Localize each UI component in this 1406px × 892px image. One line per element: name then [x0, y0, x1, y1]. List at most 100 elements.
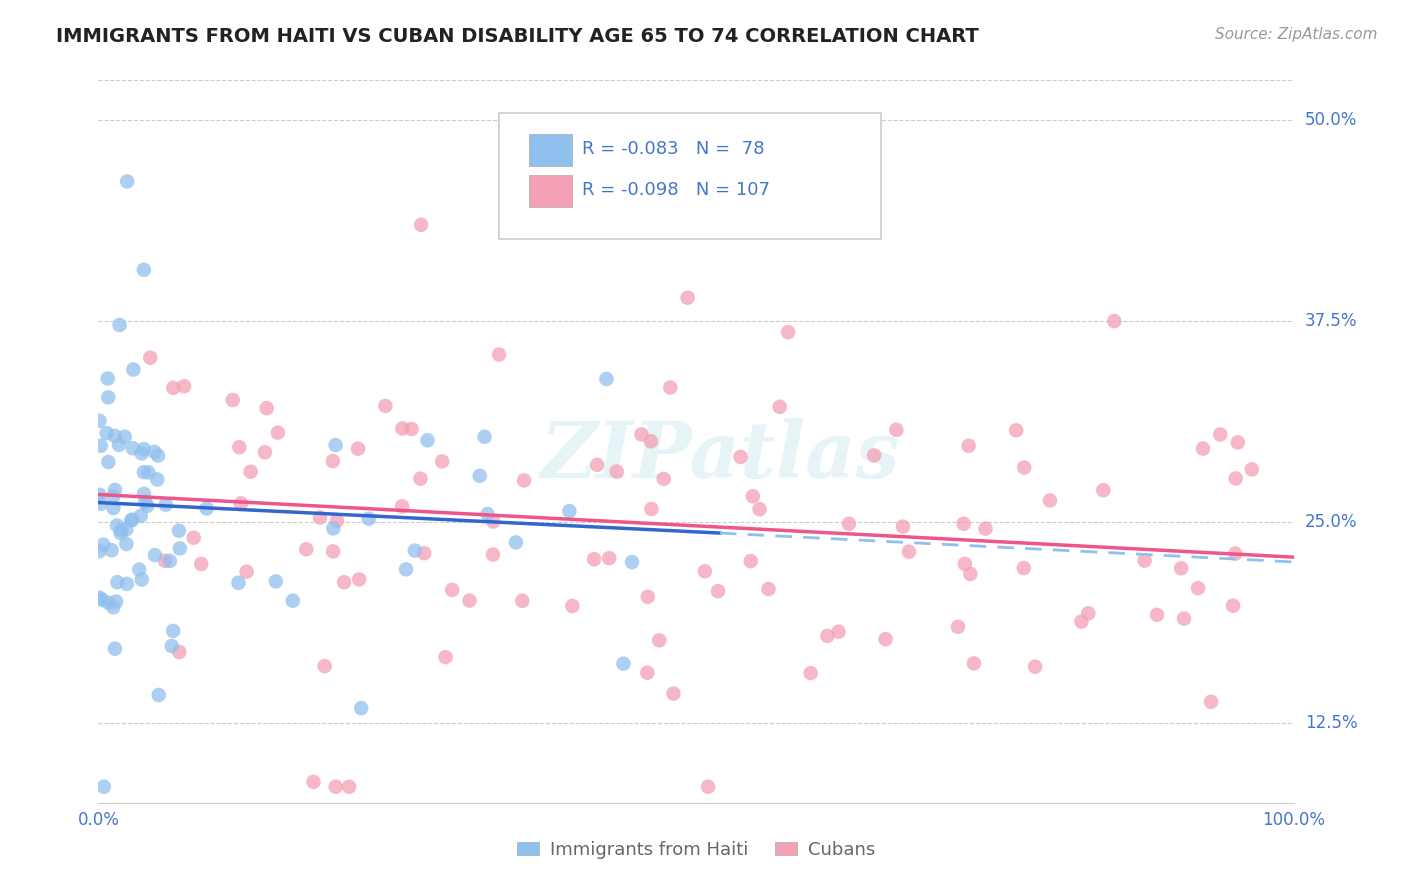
Text: R = -0.083   N =  78: R = -0.083 N = 78: [582, 140, 765, 158]
Point: [89, 488, 111, 502]
Point: [153, 554, 176, 568]
Point: [103, 600, 125, 615]
Point: [183, 531, 205, 545]
Point: [697, 780, 720, 794]
Point: [167, 645, 190, 659]
Point: [1092, 483, 1115, 498]
Point: [325, 780, 347, 794]
Point: [148, 688, 170, 702]
Point: [693, 564, 716, 578]
Point: [155, 498, 177, 512]
Point: [357, 512, 380, 526]
Point: [589, 210, 612, 224]
Point: [583, 552, 606, 566]
Point: [347, 573, 370, 587]
Point: [115, 174, 138, 188]
Point: [1199, 695, 1222, 709]
Point: [558, 504, 581, 518]
Point: [97, 455, 120, 469]
Point: [648, 633, 671, 648]
Point: [662, 687, 685, 701]
Point: [1226, 435, 1249, 450]
Point: [1173, 611, 1195, 625]
Point: [891, 519, 914, 533]
Point: [97, 371, 120, 385]
Point: [401, 422, 423, 436]
Point: [482, 515, 505, 529]
Point: [897, 544, 920, 558]
Point: [434, 650, 457, 665]
Point: [105, 518, 128, 533]
Point: [482, 548, 505, 562]
Point: [333, 575, 356, 590]
Point: [128, 562, 150, 576]
Point: [595, 372, 617, 386]
Point: [659, 380, 682, 394]
Point: [229, 496, 252, 510]
Point: [598, 551, 620, 566]
Point: [730, 450, 752, 464]
Point: [1240, 462, 1263, 476]
Point: [104, 429, 127, 443]
Point: [134, 495, 156, 509]
Point: [411, 218, 433, 232]
Point: [640, 434, 662, 449]
Point: [100, 543, 122, 558]
Point: [104, 641, 127, 656]
Point: [1170, 561, 1192, 575]
Point: [309, 510, 332, 524]
Point: [458, 593, 481, 607]
Point: [103, 489, 125, 503]
Point: [1209, 427, 1232, 442]
Point: [1222, 599, 1244, 613]
Point: [391, 500, 413, 514]
Point: [90, 497, 112, 511]
Point: [477, 507, 499, 521]
Point: [121, 441, 143, 455]
Point: [1133, 553, 1156, 567]
Text: IMMIGRANTS FROM HAITI VS CUBAN DISABILITY AGE 65 TO 74 CORRELATION CHART: IMMIGRANTS FROM HAITI VS CUBAN DISABILIT…: [56, 27, 979, 45]
Point: [1039, 493, 1062, 508]
Point: [129, 508, 152, 523]
Point: [97, 596, 120, 610]
Point: [228, 575, 250, 590]
Point: [959, 566, 981, 581]
Point: [875, 632, 897, 647]
Point: [131, 446, 153, 460]
Text: 25.0%: 25.0%: [1305, 513, 1357, 531]
Point: [636, 665, 658, 680]
Point: [103, 500, 125, 515]
Point: [136, 499, 159, 513]
Point: [93, 780, 115, 794]
Point: [1225, 547, 1247, 561]
Point: [132, 442, 155, 456]
Point: [957, 439, 980, 453]
Point: [121, 513, 143, 527]
Point: [169, 541, 191, 556]
Point: [190, 557, 212, 571]
Point: [409, 472, 432, 486]
Point: [707, 584, 730, 599]
Point: [561, 599, 583, 613]
Point: [827, 624, 849, 639]
Point: [391, 421, 413, 435]
Point: [302, 775, 325, 789]
Legend: Immigrants from Haiti, Cubans: Immigrants from Haiti, Cubans: [510, 834, 882, 866]
Point: [108, 438, 131, 452]
Point: [1070, 615, 1092, 629]
Point: [1225, 471, 1247, 485]
Point: [325, 438, 347, 452]
Point: [108, 318, 131, 332]
Point: [1146, 607, 1168, 622]
Point: [1104, 314, 1126, 328]
Point: [441, 582, 464, 597]
Point: [105, 594, 128, 608]
Point: [256, 401, 278, 416]
Point: [91, 592, 114, 607]
Point: [159, 554, 181, 568]
Point: [946, 620, 969, 634]
Point: [637, 590, 659, 604]
Point: [1024, 659, 1046, 673]
Point: [89, 544, 111, 558]
Point: [395, 562, 418, 576]
